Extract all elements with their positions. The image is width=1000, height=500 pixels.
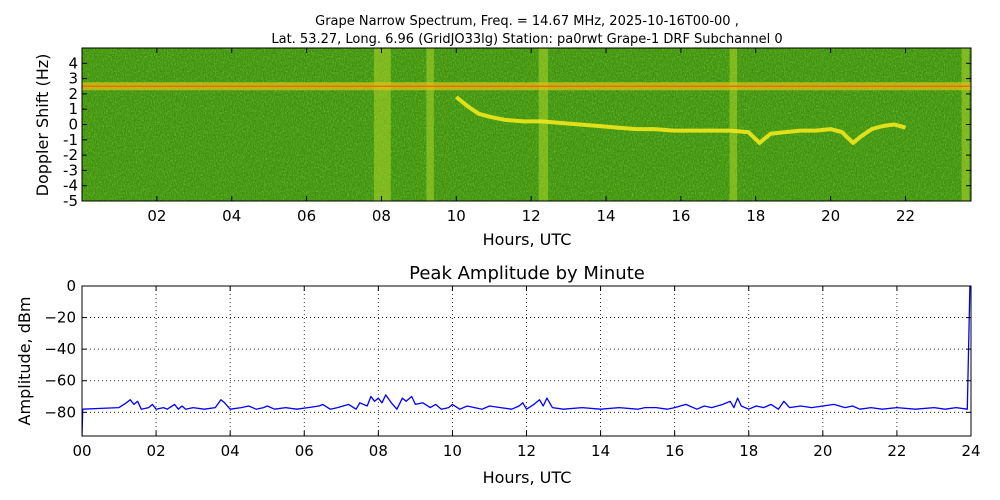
- amplitude-x-tick-label: 18: [739, 442, 758, 460]
- amplitude-y-tick-label: −60: [44, 372, 76, 390]
- spectrogram-x-tick-label: 08: [372, 207, 391, 225]
- spectrogram-y-tick-label: 1: [68, 100, 78, 118]
- spectrogram-y-tick-label: -1: [63, 131, 78, 149]
- amplitude-x-axis-label: Hours, UTC: [483, 468, 572, 487]
- chart-title-line-1: Grape Narrow Spectrum, Freq. = 14.67 MHz…: [315, 14, 739, 29]
- amplitude-panel: Peak Amplitude by Minute 00 02 04 06 08 10 12 1…: [15, 263, 981, 487]
- spectrogram-y-tick-label: -5: [63, 192, 78, 210]
- amplitude-y-tick-label: −40: [44, 340, 76, 358]
- amplitude-y-tick-label: −80: [44, 403, 76, 421]
- spectrogram-x-tick-label: 04: [222, 207, 241, 225]
- amplitude-plot-area: [82, 286, 971, 436]
- spectrogram-x-tick-label: 06: [297, 207, 316, 225]
- spectrogram-x-tick-label: 20: [821, 207, 840, 225]
- amplitude-x-tick-label: 14: [591, 442, 610, 460]
- amplitude-y-axis-label: Amplitude, dBm: [15, 297, 34, 426]
- spectrogram-x-tick-label: 10: [447, 207, 466, 225]
- amplitude-y-tick-label: 0: [66, 277, 76, 295]
- spectrogram-noise-texture: [82, 48, 971, 201]
- doppler-trace: [455, 95, 907, 145]
- spectrogram-y-tick-label: 4: [68, 54, 78, 72]
- amplitude-x-tick-label: 20: [813, 442, 832, 460]
- amplitude-x-tick-label: 06: [295, 442, 314, 460]
- spectrogram-y-axis-label: Doppler Shift (Hz): [33, 54, 52, 197]
- spectrogram-x-tick-label: 22: [896, 207, 915, 225]
- amplitude-x-tick-label: 02: [147, 442, 166, 460]
- amplitude-x-tick-label: 24: [961, 442, 980, 460]
- spectrogram-x-tick-label: 12: [522, 207, 541, 225]
- spectrogram-x-tick-label: 14: [596, 207, 615, 225]
- amplitude-x-tick-label: 12: [517, 442, 536, 460]
- amplitude-line: [82, 286, 971, 436]
- amplitude-x-tick-label: 10: [443, 442, 462, 460]
- amplitude-x-tick-label: 22: [887, 442, 906, 460]
- spectrogram-x-axis-label: Hours, UTC: [483, 230, 572, 249]
- spectrogram-x-tick-label: 16: [671, 207, 690, 225]
- amplitude-x-tick-label: 16: [665, 442, 684, 460]
- amplitude-y-tick-label: −20: [44, 309, 76, 327]
- spectrogram-y-tick-label: 2: [68, 85, 78, 103]
- amplitude-x-tick-label: 04: [221, 442, 240, 460]
- amplitude-x-tick-label: 00: [72, 442, 91, 460]
- spectrogram-y-tick-label: -3: [63, 161, 78, 179]
- spectrogram-y-tick-label: 0: [68, 116, 78, 134]
- amplitude-x-tick-label: 08: [369, 442, 388, 460]
- amplitude-title: Peak Amplitude by Minute: [409, 263, 645, 284]
- spectrogram-x-tick-label: 02: [147, 207, 166, 225]
- spectrogram-x-tick-label: 18: [746, 207, 765, 225]
- spectrogram-y-tick-label: -2: [63, 146, 78, 164]
- spectrogram-y-tick-label: -4: [63, 177, 78, 195]
- spectrogram-y-tick-label: 3: [68, 70, 78, 88]
- chart-title-line-2: Lat. 53.27, Long. 6.96 (GridJO33lg) Stat…: [271, 32, 782, 47]
